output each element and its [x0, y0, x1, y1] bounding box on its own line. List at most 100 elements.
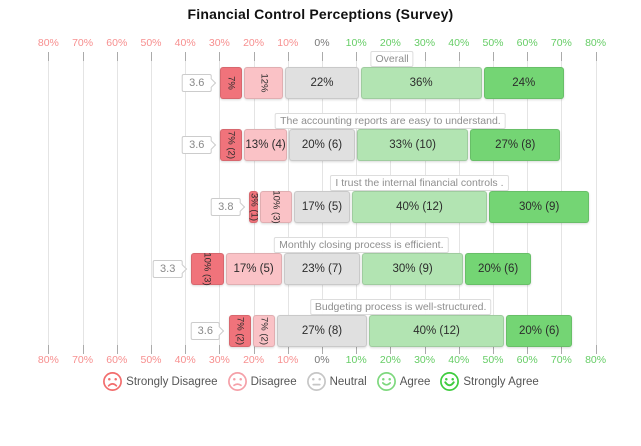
bar-segment-strongly-agree[interactable]: 24%: [483, 67, 564, 99]
axis-tick-label-top: 30%: [414, 37, 436, 49]
axis-tick-label-bottom: 70%: [72, 354, 94, 366]
legend-label: Agree: [399, 375, 431, 388]
average-score-callout: 3.3: [153, 260, 187, 278]
bar-segment-strongly-agree[interactable]: 20% (6): [505, 315, 573, 347]
bar-segment-label: 23% (7): [301, 263, 343, 275]
bar-segment-label: 7% (2): [258, 317, 270, 345]
axis-tick-top: [458, 52, 460, 61]
neutral-face-icon: [306, 371, 327, 392]
axis-tick-bottom: [322, 345, 323, 354]
bar-segment-neutral[interactable]: 22%: [285, 67, 359, 99]
bar-segment-label: 24%: [512, 77, 536, 89]
bar-segment-label: 20% (6): [301, 139, 343, 151]
bar-segment-disagree[interactable]: 7% (2): [252, 315, 275, 347]
axis-tick-top: [48, 52, 50, 61]
chart-title: Financial Control Perceptions (Survey): [187, 6, 454, 22]
axis-tick-label-bottom: 70%: [550, 354, 572, 366]
bar-segment-neutral[interactable]: 23% (7): [283, 253, 361, 285]
axis-tick-label-top: 50%: [482, 37, 504, 49]
axis-tick-label-top: 50%: [140, 37, 162, 49]
axis-tick-label-bottom: 30%: [208, 354, 230, 366]
legend-label: Disagree: [250, 375, 297, 388]
axis-tick-top: [493, 52, 494, 61]
bar-segment-disagree[interactable]: 10% (3): [259, 190, 292, 224]
axis-tick-bottom: [219, 345, 221, 354]
bar-segment-label: 33% (10): [389, 139, 436, 151]
axis-tick-label-top: 20%: [379, 37, 401, 49]
bar-segment-label: 30% (9): [392, 263, 433, 275]
axis-tick-label-bottom: 50%: [482, 354, 504, 366]
legend-item-neutral[interactable]: Neutral: [306, 371, 367, 392]
axis-tick-label-top: 30%: [208, 37, 230, 49]
axis-tick-bottom: [287, 345, 289, 354]
legend-item-strongly-disagree[interactable]: Strongly Disagree: [102, 371, 218, 392]
frown-face-icon: [102, 371, 123, 392]
axis-tick-label-bottom: 60%: [516, 354, 538, 366]
bar-segment-strongly-disagree[interactable]: 7% (2): [220, 129, 243, 161]
average-score-callout: 3.6: [182, 136, 216, 154]
axis-tick-label-top: 70%: [72, 37, 94, 49]
bar-segment-strongly-disagree[interactable]: 3% (1): [248, 191, 259, 223]
question-label: Monthly closing process is efficient.: [274, 237, 449, 253]
axis-tick-label-bottom: 40%: [448, 354, 470, 366]
average-score-callout: 3.8: [211, 198, 245, 216]
gridline: [116, 61, 118, 345]
bar-segment-agree[interactable]: 40% (12): [352, 191, 487, 223]
legend-item-strongly-agree[interactable]: Strongly Agree: [439, 371, 539, 392]
axis-tick-top: [253, 52, 255, 61]
axis-tick-label-bottom: 10%: [345, 354, 367, 366]
bar-segment-label: 7% (2): [234, 317, 246, 345]
bar-segment-label: 22%: [310, 77, 334, 89]
axis-tick-top: [561, 52, 563, 61]
bar-segment-strongly-agree[interactable]: 27% (8): [470, 129, 561, 161]
axis-tick-top: [527, 52, 529, 61]
gridline: [185, 61, 187, 345]
bar-segment-agree[interactable]: 33% (10): [357, 129, 469, 161]
axis-tick-bottom: [595, 345, 597, 354]
callout-arrow-icon: [205, 78, 216, 88]
bar-segment-disagree[interactable]: 17% (5): [225, 253, 282, 285]
bar-segment-agree[interactable]: 40% (12): [369, 315, 504, 347]
callout-arrow-icon: [235, 202, 245, 212]
axis-tick-top: [287, 52, 289, 61]
bar-segment-disagree[interactable]: 12%: [244, 67, 284, 99]
bar-segment-strongly-disagree[interactable]: 7%: [220, 67, 243, 99]
bar-segment-label: 40% (12): [396, 201, 443, 213]
bar-segment-label: 40% (12): [413, 325, 460, 337]
axis-tick-label-top: 80%: [37, 37, 59, 49]
bar-segment-label: 12%: [258, 73, 270, 93]
question-label: I trust the internal financial controls …: [330, 175, 509, 191]
axis-tick-top: [356, 52, 358, 61]
bar-segment-strongly-agree[interactable]: 20% (6): [464, 253, 532, 285]
legend-item-agree[interactable]: Agree: [376, 371, 431, 392]
bar-segment-agree[interactable]: 30% (9): [362, 253, 463, 285]
axis-tick-top: [424, 52, 426, 61]
sad-face-icon: [227, 371, 248, 392]
callout-arrow-icon: [214, 326, 225, 336]
smile-face-icon: [376, 371, 397, 392]
axis-tick-label-bottom: 10%: [277, 354, 299, 366]
bar-segment-neutral[interactable]: 27% (8): [276, 315, 368, 347]
bar-segment-label: 7% (2): [225, 131, 237, 159]
average-score-callout: 3.6: [190, 322, 225, 340]
axis-tick-top: [595, 52, 597, 61]
chart-legend: Strongly Disagree Disagree Neutral Agree Str…: [0, 371, 641, 392]
bar-segment-disagree[interactable]: 13% (4): [244, 129, 287, 161]
axis-tick-label-top: 20%: [243, 37, 265, 49]
bar-segment-neutral[interactable]: 20% (6): [288, 129, 356, 161]
axis-tick-label-bottom: 0%: [314, 354, 330, 366]
bar-segment-strongly-agree[interactable]: 30% (9): [488, 191, 590, 223]
axis-tick-label-bottom: 40%: [174, 354, 196, 366]
bar-segment-agree[interactable]: 36%: [360, 67, 482, 99]
bar-segment-strongly-disagree[interactable]: 10% (3): [191, 252, 224, 286]
axis-tick-label-bottom: 30%: [414, 354, 436, 366]
bar-segment-label: 17% (5): [301, 201, 343, 213]
bar-segment-strongly-disagree[interactable]: 7% (2): [228, 315, 251, 347]
bar-segment-label: 30% (9): [519, 201, 560, 213]
bar-segment-neutral[interactable]: 17% (5): [293, 191, 351, 223]
gridline: [82, 61, 84, 345]
axis-tick-label-top: 10%: [345, 37, 367, 49]
axis-tick-top: [82, 52, 84, 61]
legend-label: Strongly Disagree: [126, 375, 218, 388]
legend-item-disagree[interactable]: Disagree: [227, 371, 297, 392]
